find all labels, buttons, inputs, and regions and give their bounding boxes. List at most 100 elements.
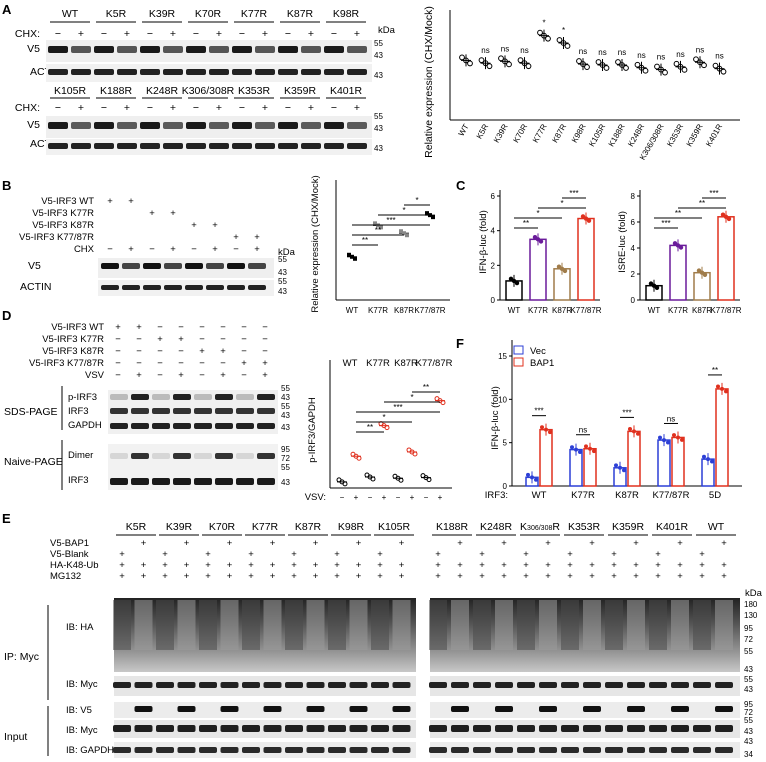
panel-a-chx-mark: + — [262, 102, 268, 114]
panel-a-tick-label: WT — [457, 122, 471, 137]
panel-d-mark: − — [220, 334, 226, 345]
panel-d-irf3-label: IRF3 — [68, 406, 89, 417]
panel-e-bap1-mark: + — [457, 538, 463, 549]
panel-b-mark: + — [107, 196, 113, 207]
panel-d-gapdh-band — [257, 423, 275, 429]
panel-e-gapdh-band — [263, 747, 282, 753]
panel-e-ip-label: IP: Myc — [4, 651, 39, 663]
panel-e-ha-smear — [134, 600, 153, 650]
panel-e-bap1-mark: + — [501, 538, 507, 549]
panel-c1-ytick-label: 0 — [491, 296, 496, 305]
panel-c1-point — [514, 280, 520, 286]
panel-e-gapdh-band — [671, 747, 689, 753]
panel-d-sds-label: SDS-PAGE — [4, 406, 57, 418]
panel-a-sig: ns — [579, 47, 587, 56]
panel-e-ha-smear — [429, 600, 447, 650]
panel-a-v5-band — [71, 122, 91, 129]
panel-e-gapdh-band — [605, 747, 623, 753]
panel-e-v5-band — [451, 706, 469, 712]
panel-b-tick-label: K77R — [368, 306, 388, 315]
panel-a-actin-band — [48, 69, 68, 75]
panel-a-top-label: K87R — [287, 8, 314, 20]
panel-e-gapdh-band — [199, 747, 217, 753]
panel-b-point — [373, 221, 377, 226]
panel-d-point — [440, 400, 446, 406]
panel-e-ha-smear — [561, 600, 579, 650]
panel-a-top-label: K77R — [241, 8, 268, 20]
panel-a-sig: ns — [598, 48, 606, 57]
panel-e-ha-smear — [285, 600, 303, 650]
panel-e-mg132-mark: + — [501, 571, 507, 582]
panel-e-ub-mark: + — [545, 560, 551, 571]
panel-e-myc-ip-band — [715, 682, 733, 688]
panel-b-mark: + — [254, 232, 260, 243]
panel-e-myc-input-band — [177, 725, 196, 732]
panel-a-actin-band — [209, 69, 229, 75]
panel-c1-point — [562, 268, 568, 274]
panel-d-group-label: K77/87R — [416, 358, 453, 369]
panel-a-sig: ns — [637, 51, 645, 60]
panel-a-actin-band — [94, 143, 114, 149]
panel-b-v5-label: V5 — [28, 260, 41, 272]
panel-e-myc-input-band — [328, 725, 346, 732]
panel-e-ub-mark: + — [501, 560, 507, 571]
panel-c1-point — [586, 218, 592, 223]
panel-d-mark: − — [241, 370, 247, 381]
panel-a-bottom-label: K105R — [54, 85, 87, 97]
panel-a-chx-mark: + — [216, 28, 222, 40]
panel-a-chart-ylabel: Relative expression (CHX/Mock) — [423, 6, 435, 158]
panel-e-ub-mark: + — [334, 560, 340, 571]
panel-b-marker-43: 43 — [278, 268, 287, 277]
panel-e-ha-smear — [392, 600, 411, 650]
panel-b-kda-label: kDa — [278, 247, 296, 258]
panel-d-point — [426, 477, 432, 483]
panel-c1-bar — [529, 238, 547, 301]
panel-e-ha-smear — [156, 600, 174, 650]
panel-b-row-label: V5-IRF3 K77/87R — [19, 232, 94, 243]
panel-a-point — [564, 43, 571, 49]
panel-d-row-label: VSV — [85, 370, 105, 381]
panel-a-sig: ns — [501, 44, 509, 53]
panel-b-v5-band — [122, 263, 140, 269]
panel-a-point — [506, 61, 512, 68]
panel-e-mg132-mark: + — [677, 571, 683, 582]
panel-a-chx-mark: + — [78, 102, 84, 114]
panel-c2-bracket-sig: *** — [661, 219, 670, 228]
panel-b-point — [399, 229, 403, 234]
panel-d-point — [384, 425, 390, 431]
panel-f-point — [584, 444, 588, 449]
panel-d-point — [370, 476, 376, 482]
panel-d-pirf3-band — [131, 394, 149, 400]
panel-a-chx-mark: + — [262, 28, 268, 40]
panel-e-myc-ip-band — [429, 682, 447, 688]
panel-e-ub-mark: + — [523, 560, 529, 571]
panel-d-irf3b-band — [131, 478, 149, 485]
panel-e-blank-mark: + — [119, 549, 125, 560]
panel-e-v5-band — [583, 706, 601, 712]
panel-b-actin-label: ACTIN — [20, 281, 52, 293]
panel-c2-point — [678, 245, 684, 250]
panel-f-point — [618, 465, 622, 470]
panel-b-tick-label: WT — [346, 306, 359, 315]
panel-b-v5-bands — [101, 263, 266, 269]
panel-a-chx-mark: + — [354, 28, 360, 40]
panel-d-irf3-band — [194, 408, 212, 414]
panel-f-legend-vec: Vec — [530, 346, 546, 357]
panel-e-ha-smear — [473, 600, 491, 650]
panel-d-mark: − — [241, 334, 247, 345]
panel-e-myc-input-band — [473, 725, 491, 732]
panel-b-actin-band — [185, 285, 203, 290]
panel-b-actin-band — [206, 285, 224, 290]
panel-b-mark: + — [212, 220, 218, 231]
panel-e-top-label: K401R — [656, 521, 689, 533]
panel-e-v5-band — [392, 706, 411, 712]
panel-e-bap1-mark: + — [399, 538, 405, 549]
panel-c1-tick-label: K77/87R — [570, 306, 601, 315]
panel-b-letter: B — [2, 178, 11, 193]
panel-a-sig: ns — [481, 46, 489, 55]
panel-a-point — [603, 65, 610, 71]
panel-a-point — [498, 55, 504, 62]
panel-e-ub-mark: + — [205, 560, 211, 571]
panel-d-mark: + — [220, 370, 226, 381]
